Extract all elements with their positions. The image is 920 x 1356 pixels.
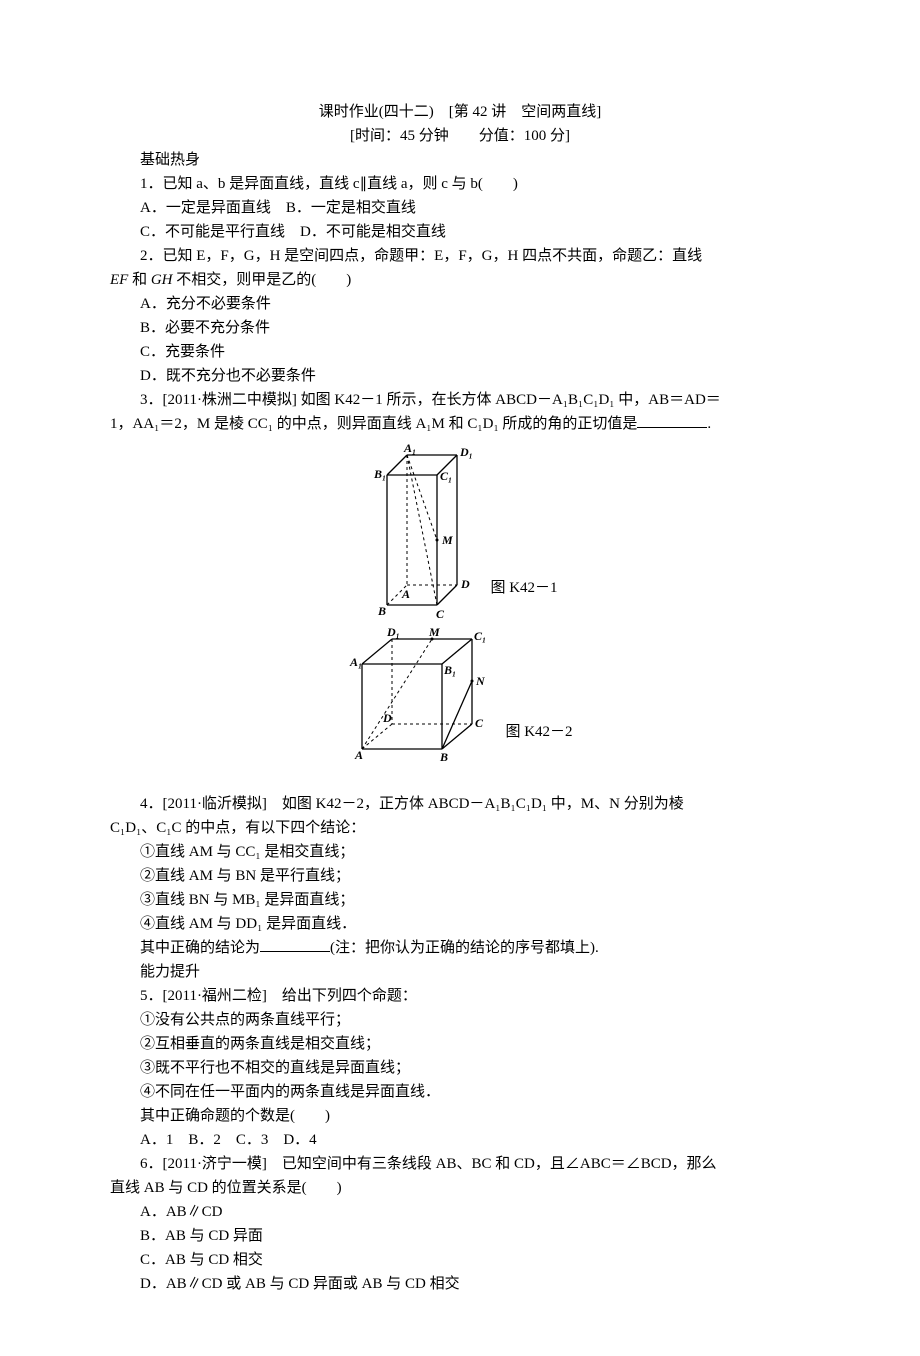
q3-stem-l1: 3．[2011·株洲二中模拟] 如图 K42－1 所示，在长方体 ABCD－A₁… bbox=[110, 388, 810, 412]
q4-ans-b: (注：把你认为正确的结论的序号都填上). bbox=[330, 940, 599, 956]
q3-stem-l2: 1，AA₁＝2，M 是棱 CC₁ 的中点，则异面直线 A₁M 和 C₁D₁ 所成… bbox=[110, 412, 810, 436]
q2-stem-l1: 2．已知 E，F，G，H 是空间四点，命题甲：E，F，G，H 四点不共面，命题乙… bbox=[110, 244, 810, 268]
title-left: 课时作业(四十二) bbox=[319, 104, 434, 120]
q5-ask: 其中正确命题的个数是( ) bbox=[110, 1104, 810, 1128]
q6-optB: B．AB 与 CD 异面 bbox=[110, 1224, 810, 1248]
q5-s4: ④不同在任一平面内的两条直线是异面直线． bbox=[110, 1080, 810, 1104]
q3-l2b: . bbox=[707, 416, 711, 432]
q1-optB: B．一定是相交直线 bbox=[286, 200, 416, 216]
q4-s2: ②直线 AM 与 BN 是平行直线； bbox=[110, 864, 810, 888]
q6-optA: A．AB∥CD bbox=[110, 1200, 810, 1224]
q1-row1: A．一定是异面直线 B．一定是相交直线 bbox=[110, 196, 810, 220]
q2-optC: C．充要条件 bbox=[110, 340, 810, 364]
q4-stem-l2: C₁D₁、C₁C 的中点，有以下四个结论： bbox=[110, 816, 810, 840]
figure-2-label: 图 K42－2 bbox=[505, 720, 572, 764]
q3-blank bbox=[637, 412, 707, 428]
svg-text:B: B bbox=[377, 604, 386, 618]
svg-text:A₁: A₁ bbox=[403, 441, 416, 455]
svg-text:N: N bbox=[475, 674, 486, 688]
svg-text:C: C bbox=[475, 716, 484, 730]
q4-s3: ③直线 BN 与 MB₁ 是异面直线； bbox=[110, 888, 810, 912]
q4-s4: ④直线 AM 与 DD₁ 是异面直线． bbox=[110, 912, 810, 936]
figure-1-label: 图 K42－1 bbox=[490, 576, 557, 620]
q4-blank bbox=[260, 936, 330, 952]
q4-stem-l1: 4．[2011·临沂模拟] 如图 K42－2，正方体 ABCD－A₁B₁C₁D₁… bbox=[110, 792, 810, 816]
figure-2: D₁ M C₁ A₁ B₁ N D C A B bbox=[347, 624, 497, 764]
q4-s1: ①直线 AM 与 CC₁ 是相交直线； bbox=[110, 840, 810, 864]
q6-optD: D．AB∥CD 或 AB 与 CD 异面或 AB 与 CD 相交 bbox=[110, 1272, 810, 1296]
q5-s1: ①没有公共点的两条直线平行； bbox=[110, 1008, 810, 1032]
svg-text:C₁: C₁ bbox=[440, 469, 452, 483]
q4-ans-a: 其中正确的结论为 bbox=[140, 940, 260, 956]
svg-text:M: M bbox=[428, 625, 440, 639]
q6-optC: C．AB 与 CD 相交 bbox=[110, 1248, 810, 1272]
q2-optA: A．充分不必要条件 bbox=[110, 292, 810, 316]
page-title: 课时作业(四十二) [第 42 讲 空间两直线] bbox=[110, 100, 810, 124]
q4-answer: 其中正确的结论为 (注：把你认为正确的结论的序号都填上). bbox=[110, 936, 810, 960]
svg-text:D₁: D₁ bbox=[459, 445, 473, 459]
figure-1: A₁ D₁ B₁ C₁ M A D B C bbox=[362, 440, 482, 620]
q1-stem: 1．已知 a、b 是异面直线，直线 c∥直线 a，则 c 与 b( ) bbox=[110, 172, 810, 196]
svg-text:C₁: C₁ bbox=[474, 629, 486, 643]
q5-stem: 5．[2011·福州二检] 给出下列四个命题： bbox=[110, 984, 810, 1008]
q1-row2: C．不可能是平行直线 D．不可能是相交直线 bbox=[110, 220, 810, 244]
svg-text:B₁: B₁ bbox=[373, 467, 386, 481]
svg-text:M: M bbox=[441, 533, 453, 547]
svg-text:B: B bbox=[439, 750, 448, 764]
q3-l2a: 1，AA₁＝2，M 是棱 CC₁ 的中点，则异面直线 A₁M 和 C₁D₁ 所成… bbox=[110, 416, 637, 432]
q5-opts: A．1 B．2 C．3 D．4 bbox=[110, 1128, 810, 1152]
svg-text:B₁: B₁ bbox=[443, 663, 456, 677]
time-score: [时间：45 分钟 分值：100 分] bbox=[110, 124, 810, 148]
q1-optC: C．不可能是平行直线 bbox=[140, 224, 285, 240]
section-heading-1: 基础热身 bbox=[110, 148, 810, 172]
title-right: [第 42 讲 空间两直线] bbox=[449, 104, 602, 120]
svg-text:A₁: A₁ bbox=[349, 655, 362, 669]
figure-2-row: D₁ M C₁ A₁ B₁ N D C A B 图 K42－2 bbox=[110, 624, 810, 764]
svg-text:A: A bbox=[354, 748, 363, 762]
q2-optD: D．既不充分也不必要条件 bbox=[110, 364, 810, 388]
svg-text:D₁: D₁ bbox=[386, 625, 400, 639]
svg-text:C: C bbox=[436, 607, 445, 620]
q1-optD: D．不可能是相交直线 bbox=[300, 224, 446, 240]
svg-text:A: A bbox=[401, 587, 410, 601]
q2-stem-l2: EF 和 GH 不相交，则甲是乙的( ) bbox=[110, 268, 810, 292]
q5-s2: ②互相垂直的两条直线是相交直线； bbox=[110, 1032, 810, 1056]
q1-optA: A．一定是异面直线 bbox=[140, 200, 271, 216]
svg-text:D: D bbox=[382, 711, 392, 725]
svg-text:D: D bbox=[460, 577, 470, 591]
section-heading-2: 能力提升 bbox=[110, 960, 810, 984]
q5-s3: ③既不平行也不相交的直线是异面直线； bbox=[110, 1056, 810, 1080]
figure-1-row: A₁ D₁ B₁ C₁ M A D B C 图 K42－1 bbox=[110, 440, 810, 620]
q6-stem-l2: 直线 AB 与 CD 的位置关系是( ) bbox=[110, 1176, 810, 1200]
q2-optB: B．必要不充分条件 bbox=[110, 316, 810, 340]
q6-stem-l1: 6．[2011·济宁一模] 已知空间中有三条线段 AB、BC 和 CD，且∠AB… bbox=[110, 1152, 810, 1176]
